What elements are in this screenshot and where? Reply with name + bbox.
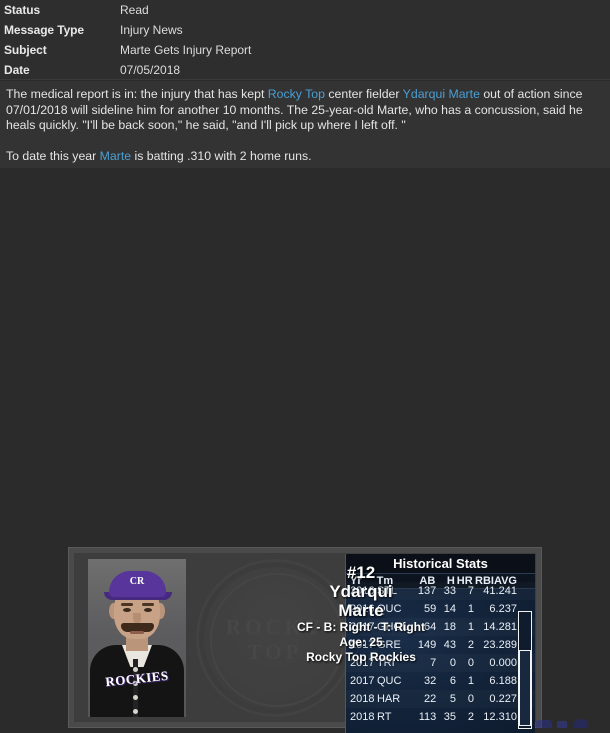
paragraph-1-text-1: The medical report is in: the injury tha… xyxy=(6,87,268,101)
player-last-name: Marte xyxy=(297,601,425,620)
stats-cell-h: 33 xyxy=(436,585,456,597)
stats-cell-avg: .241 xyxy=(496,585,535,597)
player-position-bats-throws: CF - B: Right - T: Right xyxy=(297,620,425,635)
meta-value-message-type: Injury News xyxy=(120,23,183,37)
meta-row-message-type: Message Type Injury News xyxy=(0,20,610,40)
stats-cell-hr: 1 xyxy=(456,603,474,615)
stats-cell-hr: 1 xyxy=(456,675,474,687)
meta-label-subject: Subject xyxy=(0,43,120,57)
stats-cell-tm: RT xyxy=(377,711,411,723)
paragraph-2-text-2: is batting .310 with 2 home runs. xyxy=(131,149,311,163)
player-eye-left xyxy=(123,608,131,612)
stats-cell-hr: 0 xyxy=(456,693,474,705)
player-card[interactable]: ROCKIES CR ROCKY TOP #12 Ydarqui M xyxy=(68,547,542,728)
stats-cell-h: 43 xyxy=(436,639,456,651)
stats-cell-ab: 32 xyxy=(411,675,436,687)
player-age: Age: 25 xyxy=(297,635,425,650)
stats-cell-rbi: 23 xyxy=(474,639,496,651)
stats-cell-hr: 1 xyxy=(456,621,474,633)
stats-cell-h: 5 xyxy=(436,693,456,705)
body-paragraph-1: The medical report is in: the injury tha… xyxy=(6,87,602,134)
stats-cell-rbi: 0 xyxy=(474,693,496,705)
stats-cell-h: 0 xyxy=(436,657,456,669)
stats-cell-rbi: 0 xyxy=(474,657,496,669)
meta-label-status: Status xyxy=(0,3,120,17)
meta-label-date: Date xyxy=(0,63,120,77)
meta-label-message-type: Message Type xyxy=(0,23,120,37)
meta-value-subject: Marte Gets Injury Report xyxy=(120,43,251,57)
stats-cell-yr: 2018 xyxy=(346,693,377,705)
stats-cell-rbi: 6 xyxy=(474,675,496,687)
meta-row-date: Date 07/05/2018 xyxy=(0,60,610,80)
link-player-marte[interactable]: Marte xyxy=(100,149,131,163)
message-body: The medical report is in: the injury tha… xyxy=(0,81,610,172)
stats-cell-rbi: 14 xyxy=(474,621,496,633)
stats-cell-yr: 2017 xyxy=(346,675,377,687)
stats-scrollbar-thumb[interactable] xyxy=(519,650,531,726)
player-jersey-number: #12 xyxy=(297,563,425,582)
stats-cell-h: 6 xyxy=(436,675,456,687)
paragraph-2-text-1: To date this year xyxy=(6,149,100,163)
stats-cell-yr: 2018 xyxy=(346,711,377,723)
player-photo: ROCKIES CR xyxy=(88,559,186,717)
artifact-shape-a xyxy=(536,720,552,728)
stats-cell-ab: 22 xyxy=(411,693,436,705)
stats-cell-hr: 0 xyxy=(456,657,474,669)
meta-row-subject: Subject Marte Gets Injury Report xyxy=(0,40,610,60)
bottom-edge-artifact xyxy=(536,718,602,728)
player-details: #12 Ydarqui Marte CF - B: Right - T: Rig… xyxy=(297,563,425,665)
stats-cell-hr: 2 xyxy=(456,711,474,723)
cap-logo: CR xyxy=(129,576,145,587)
player-eyebrow-left xyxy=(121,603,133,606)
player-eye-right xyxy=(144,608,152,612)
stats-cell-h: 35 xyxy=(436,711,456,723)
stats-cell-tm: QUC xyxy=(377,675,411,687)
player-team-name: Rocky Top Rockies xyxy=(297,650,425,665)
player-first-name: Ydarqui xyxy=(297,582,425,601)
link-team-rocky-top[interactable]: Rocky Top xyxy=(268,87,325,101)
stats-cell-h: 14 xyxy=(436,603,456,615)
jersey-button xyxy=(133,695,138,700)
meta-row-status: Status Read xyxy=(0,0,610,20)
stats-cell-rbi: 12 xyxy=(474,711,496,723)
stats-scrollbar[interactable] xyxy=(518,611,532,729)
stats-cell-hr: 2 xyxy=(456,639,474,651)
body-paragraph-2: To date this year Marte is batting .310 … xyxy=(6,149,602,165)
player-card-inner: ROCKIES CR ROCKY TOP #12 Ydarqui M xyxy=(74,553,536,722)
jersey-button xyxy=(133,709,138,714)
stats-cell-tm: HAR xyxy=(377,693,411,705)
link-player-ydarqui-marte[interactable]: Ydarqui Marte xyxy=(403,87,480,101)
player-eyebrow-right xyxy=(142,603,154,606)
paragraph-1-text-2: center fielder xyxy=(325,87,403,101)
stats-cell-hr: 7 xyxy=(456,585,474,597)
artifact-shape-c xyxy=(574,719,588,728)
stats-cell-rbi: 6 xyxy=(474,603,496,615)
message-header: Status Read Message Type Injury News Sub… xyxy=(0,0,610,80)
meta-value-date: 07/05/2018 xyxy=(120,63,180,77)
stats-cell-rbi: 41 xyxy=(474,585,496,597)
player-mouth xyxy=(130,631,144,634)
stats-cell-h: 18 xyxy=(436,621,456,633)
artifact-shape-b xyxy=(557,721,567,728)
stats-cell-ab: 113 xyxy=(411,711,436,723)
meta-value-status: Read xyxy=(120,3,149,17)
